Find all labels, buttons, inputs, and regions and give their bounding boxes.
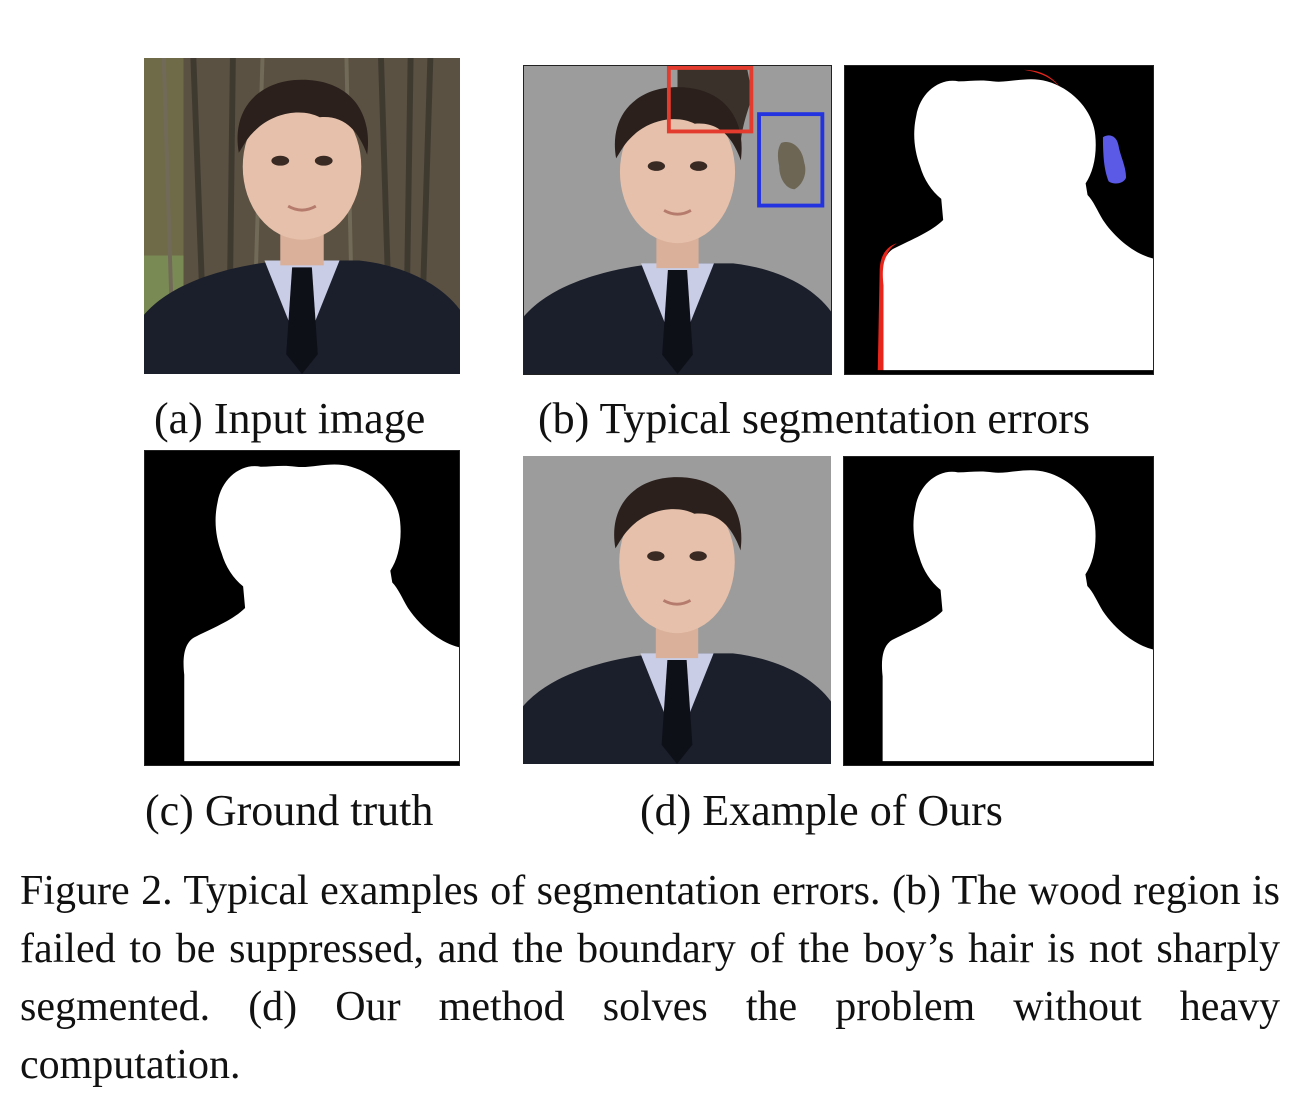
panel-d-ours-matte bbox=[523, 456, 831, 764]
ours-mask bbox=[844, 457, 1153, 765]
ground-truth-mask bbox=[145, 451, 459, 765]
label-a: (a) Input image bbox=[154, 394, 426, 443]
panel-d-ours-mask bbox=[843, 456, 1154, 766]
segmentation-error-mask bbox=[845, 66, 1153, 374]
panel-b-error-mask bbox=[844, 65, 1154, 375]
label-c: (c) Ground truth bbox=[145, 786, 434, 835]
segmentation-error-matte bbox=[524, 66, 831, 374]
panel-a-input-image bbox=[144, 58, 460, 374]
figure-caption: Figure 2. Typical examples of segmentati… bbox=[20, 868, 1280, 1088]
input-image bbox=[144, 58, 460, 374]
label-b: (b) Typical segmentation errors bbox=[538, 394, 1091, 443]
panel-c-ground-truth bbox=[144, 450, 460, 766]
ours-matte bbox=[523, 456, 831, 764]
panel-b-error-matte bbox=[523, 65, 832, 375]
label-d: (d) Example of Ours bbox=[640, 786, 1003, 835]
